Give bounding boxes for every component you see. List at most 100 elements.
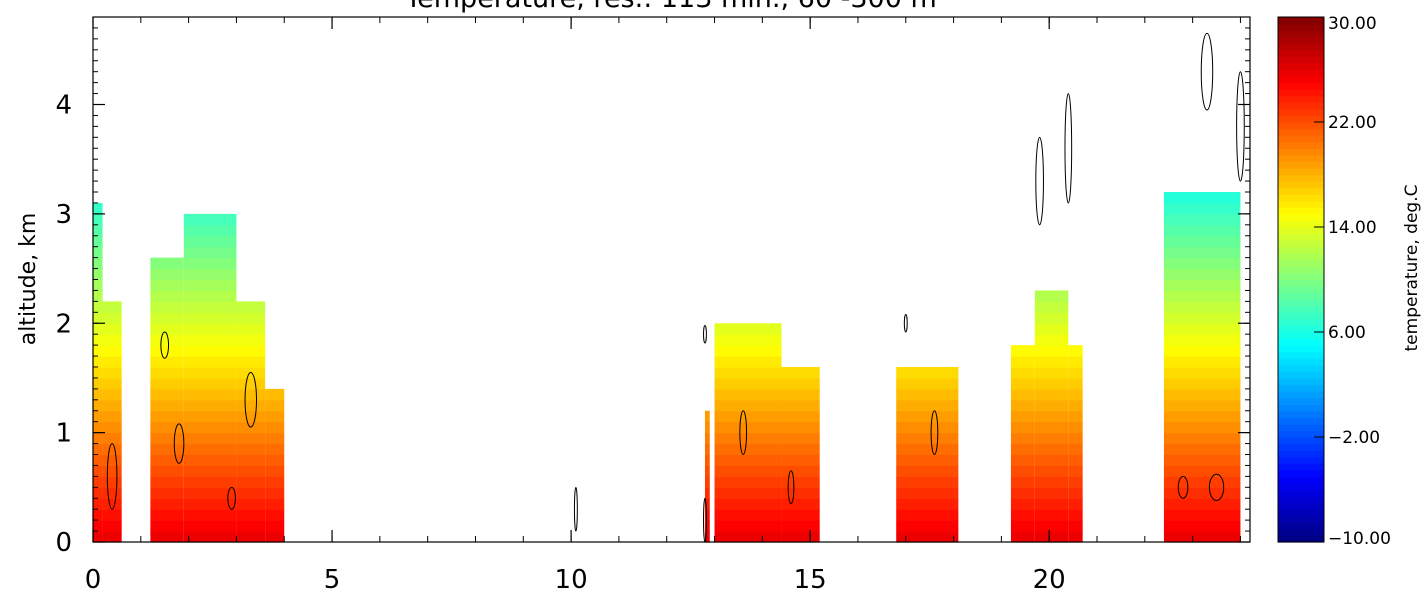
heatmap-cell: [93, 520, 103, 532]
heatmap-cell: [1068, 443, 1083, 456]
heatmap-cell: [183, 356, 237, 368]
heatmap-cell: [150, 476, 184, 488]
colorbar-swatch: [1278, 377, 1324, 386]
colorbar-swatch: [1278, 502, 1324, 510]
heatmap-cell: [183, 520, 237, 532]
colorbar-swatch: [1278, 56, 1324, 64]
heatmap-cell: [265, 410, 285, 423]
heatmap-cell: [714, 410, 782, 423]
heatmap-cell: [183, 377, 237, 390]
heatmap-cell: [1010, 509, 1035, 521]
contour-line: [1177, 475, 1189, 499]
contour-line: [739, 410, 748, 455]
colorbar-label: temperature, deg.C: [1402, 185, 1422, 352]
heatmap-cell: [1010, 377, 1035, 390]
colorbar-swatch: [1278, 207, 1324, 215]
colorbar-swatch: [1278, 528, 1324, 537]
heatmap-cell: [1163, 520, 1241, 532]
heatmap-cell: [93, 345, 103, 357]
colorbar-swatch: [1278, 76, 1324, 84]
heatmap-cell: [265, 388, 285, 401]
chart-title: Temperature, res.: 113 min., 60 -300 m: [404, 0, 937, 14]
colorbar-swatch: [1278, 148, 1324, 156]
heatmap-cell: [183, 213, 237, 226]
heatmap-cell: [896, 399, 959, 412]
heatmap-cell: [1034, 454, 1069, 467]
heatmap-cell: [265, 454, 285, 467]
heatmap-cell: [102, 454, 122, 467]
colorbar-swatch: [1278, 364, 1324, 372]
heatmap-profile: [1163, 192, 1241, 543]
heatmap-cell: [102, 301, 122, 313]
colorbar-swatch: [1278, 437, 1324, 445]
heatmap-cell: [1010, 421, 1035, 434]
heatmap-cell: [102, 443, 122, 456]
heatmap-cell: [183, 432, 237, 445]
heatmap-cell: [896, 421, 959, 434]
colorbar-swatch: [1278, 69, 1324, 77]
heatmap-profile: [1068, 345, 1083, 543]
heatmap-cell: [183, 268, 237, 281]
heatmap-cell: [781, 476, 820, 488]
colorbar-swatch: [1278, 410, 1324, 418]
contour-line: [703, 324, 707, 344]
contour-line: [703, 497, 707, 543]
heatmap-cell: [265, 443, 285, 456]
heatmap-cell: [102, 410, 122, 423]
colorbar-swatch: [1278, 384, 1324, 392]
heatmap-cell: [150, 268, 184, 281]
contour-line: [930, 410, 939, 455]
heatmap-cell: [1034, 509, 1069, 521]
heatmap-profile: [896, 367, 959, 543]
heatmap-cell: [183, 454, 237, 467]
heatmap-cell: [896, 520, 959, 532]
heatmap-cell: [1068, 454, 1083, 467]
heatmap-cell: [93, 377, 103, 390]
heatmap-cell: [714, 345, 782, 357]
heatmap-cell: [93, 257, 103, 270]
colorbar-swatch: [1278, 391, 1324, 399]
colorbar-swatch: [1278, 213, 1324, 222]
heatmap-cell: [1034, 465, 1069, 477]
heatmap-cell: [93, 531, 103, 543]
heatmap-cell: [714, 421, 782, 434]
heatmap-cell: [1163, 312, 1241, 324]
contour-line: [244, 371, 258, 428]
colorbar-swatch: [1278, 62, 1324, 71]
heatmap-cell: [236, 323, 266, 335]
heatmap-cell: [714, 520, 782, 532]
heatmap-cell: [1068, 399, 1083, 412]
colorbar-swatch: [1278, 128, 1324, 136]
heatmap-cell: [93, 356, 103, 368]
heatmap-cell: [236, 399, 266, 412]
heatmap-cell: [896, 487, 959, 499]
heatmap-cell: [93, 388, 103, 401]
heatmap-cell: [896, 454, 959, 467]
heatmap-profile: [236, 301, 266, 543]
heatmap-cell: [236, 432, 266, 445]
heatmap-cell: [236, 312, 266, 324]
colorbar-swatch: [1278, 89, 1324, 97]
heatmap-cell: [102, 421, 122, 434]
heatmap-cell: [1163, 246, 1241, 259]
heatmap-cell: [1010, 356, 1035, 368]
heatmap-cell: [704, 443, 710, 456]
heatmap-cell: [1034, 323, 1069, 335]
colorbar-swatch: [1278, 522, 1324, 530]
colorbar-swatch: [1278, 417, 1324, 425]
heatmap-cell: [1034, 388, 1069, 401]
heatmap-cell: [1163, 224, 1241, 237]
colorbar-swatch: [1278, 23, 1324, 31]
heatmap-cell: [1010, 345, 1035, 357]
heatmap-cell: [183, 334, 237, 346]
colorbar-swatch: [1278, 154, 1324, 162]
heatmap-cell: [150, 388, 184, 401]
heatmap-cell: [1163, 213, 1241, 226]
colorbar-swatch: [1278, 30, 1324, 38]
colorbar-swatch: [1278, 279, 1324, 287]
heatmap-cell: [102, 476, 122, 488]
heatmap-cell: [183, 224, 237, 237]
colorbar-swatch: [1278, 259, 1324, 267]
heatmap-cell: [93, 334, 103, 346]
heatmap-cell: [1034, 531, 1069, 543]
